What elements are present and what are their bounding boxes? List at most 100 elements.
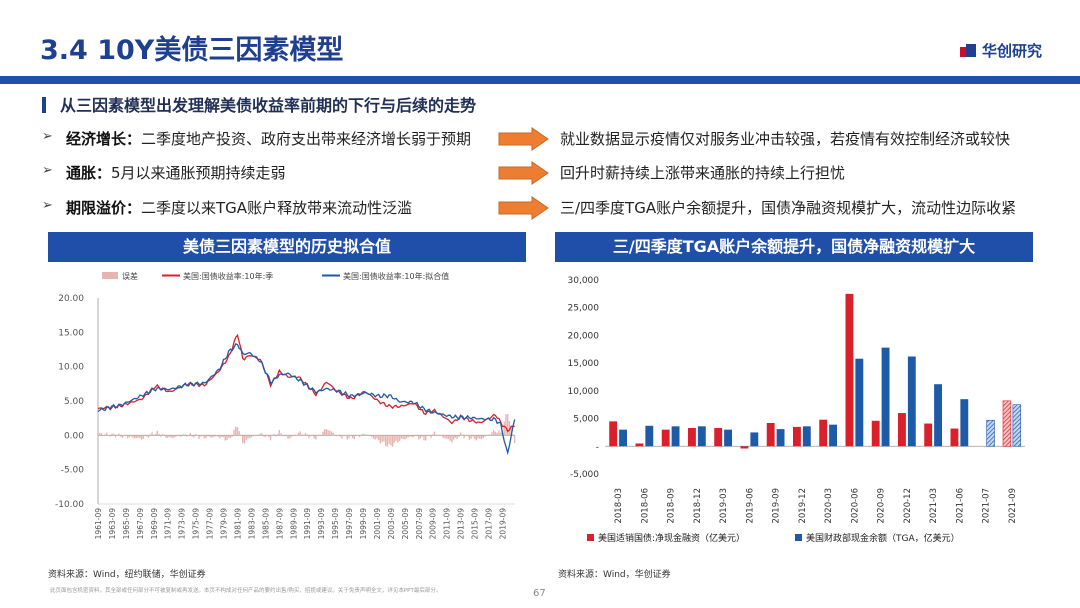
error-bar [287,435,289,439]
error-bar [186,435,188,437]
y-tick-label: -5,000 [570,470,599,480]
x-tick-label: 2020-09 [877,488,887,524]
error-bar [309,435,312,437]
error-bar [104,434,106,436]
bullet-label: 经济增长： [66,130,142,148]
x-tick-label: 1975-09 [192,508,201,540]
error-bar [299,431,301,436]
error-bar [386,435,389,447]
error-bar [472,435,474,437]
right-panel-title: 三/四季度TGA账户余额提升，国债净融资规模扩大 [555,232,1033,262]
x-tick-label: 1985-09 [261,508,270,540]
error-bar [463,435,465,439]
logo-text: 华创研究 [982,42,1043,60]
error-bar [311,434,314,436]
error-bar [273,433,275,436]
error-bar [456,435,458,440]
error-bar [383,435,385,442]
error-bar [128,435,131,438]
error-bar [412,435,415,438]
error-bar [393,435,396,443]
bar-net-financing [950,428,959,447]
error-bar [118,433,120,436]
error-bar [266,434,268,436]
error-bar [451,435,453,443]
bar-tga-balance [934,384,942,447]
error-bar [109,435,111,437]
tga-bar-chart: 30,000 25,000 20,000 15,000 10,000 5,000 - -5,0… [568,276,1025,544]
bar-net-financing [609,421,618,447]
error-bar [491,432,493,436]
error-bar [269,435,272,441]
error-bar [315,435,317,440]
error-bar [459,432,462,436]
error-bar [100,433,103,436]
bullet-arrow-icon: ➢ [42,198,53,213]
error-bar [381,435,383,442]
bar-net-financing [714,427,723,447]
x-tick-label: 2021-09 [1008,488,1018,524]
error-bar [500,432,502,436]
x-tick-label: 2019-03 [719,488,729,524]
bullet-left-text: 经济增长：二季度地产投资、政府支出带来经济增长弱于预期 [66,128,471,149]
error-bar [200,435,202,437]
error-bar [219,435,221,439]
error-bar [304,432,307,436]
error-bar [276,434,279,436]
error-bar [372,435,375,439]
x-tick-label: 2011-09 [443,508,452,540]
error-bar [297,432,300,436]
error-bar [449,435,451,441]
y-tick-label: 20.00 [58,294,84,304]
error-bar [160,435,162,437]
error-bar [275,435,277,437]
error-bar [397,435,399,443]
error-bar [189,432,192,436]
left-panel-title: 美债三因素模型的历史拟合值 [48,232,526,262]
error-bar [409,435,411,437]
error-bar [174,435,176,438]
error-bar [207,435,209,437]
bar-tga-balance [802,426,811,447]
error-bar [402,435,404,439]
error-bar [163,434,165,436]
error-bar [337,434,340,436]
error-bar [212,435,214,438]
error-bar [470,435,472,439]
error-bar [142,435,145,439]
x-tick-label: 1971-09 [164,508,173,540]
error-bar [318,434,321,436]
logo-mark-icon [960,43,976,57]
error-bar [167,435,169,438]
x-tick-label: 2007-09 [415,508,424,540]
error-bar [240,434,242,436]
x-tick-label: 2018-03 [614,488,624,524]
legend-swatch-net-financing [587,534,594,541]
error-bar [233,429,235,436]
error-bar [271,435,274,437]
error-bar [435,434,437,436]
error-bar [262,435,265,437]
bullet-arrow-icon: ➢ [42,129,53,144]
x-tick-label: 2005-09 [401,508,410,540]
orange-right-arrow-icon [498,196,549,220]
error-bar [362,433,364,436]
x-tick-label: 1999-09 [359,508,368,540]
bar-net-financing [1002,400,1012,447]
x-tick-label: 2021-07 [982,488,992,524]
error-bar [503,421,505,436]
y-tick-label: 5.00 [64,397,84,407]
x-tick-label: 1967-09 [136,508,145,540]
bullet-left-text: 通胀：5月以来通胀预期持续走弱 [66,162,286,183]
error-bar [445,435,448,439]
error-bar [116,435,118,436]
bullet-label: 通胀： [66,164,112,182]
bar-tga-balance [855,358,864,447]
error-bar [146,435,148,437]
error-bar [452,435,455,440]
error-bar [325,429,328,436]
error-bar [184,434,186,436]
error-bar [177,435,179,436]
error-bar [348,435,350,439]
error-bar [135,435,138,439]
